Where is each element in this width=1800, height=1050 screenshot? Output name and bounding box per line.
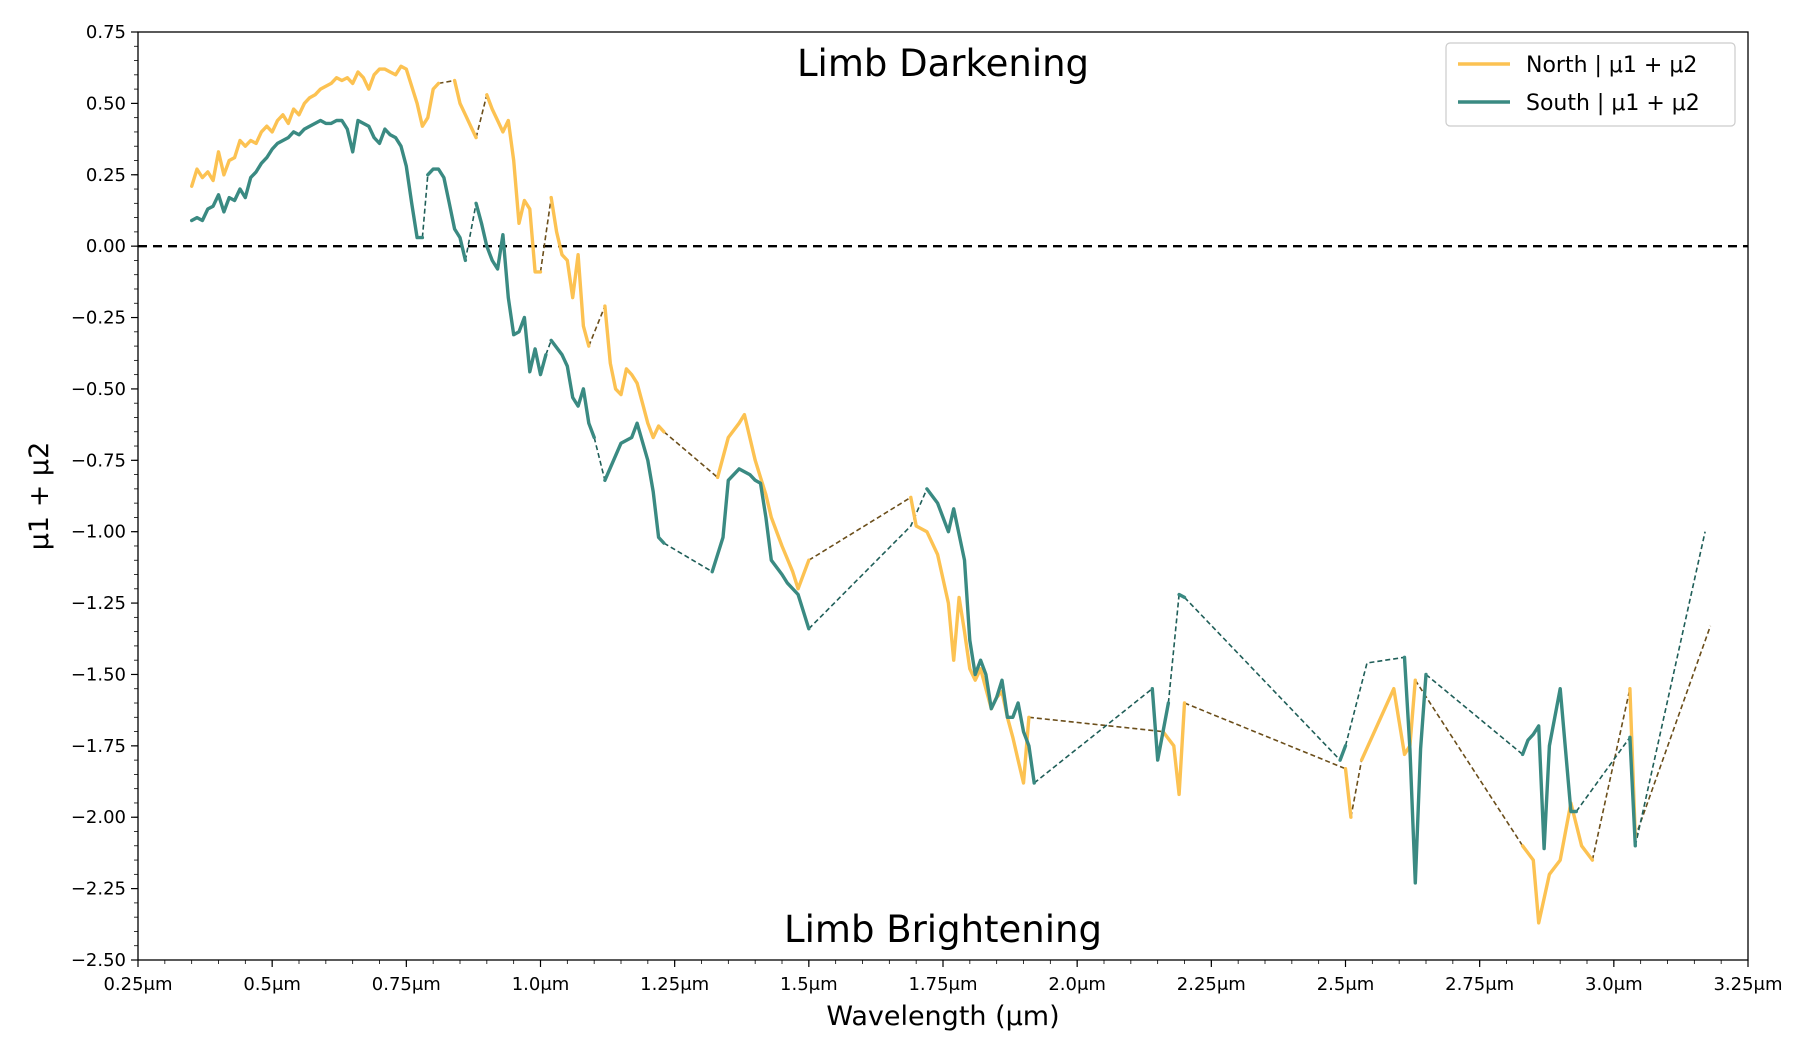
series-north-line xyxy=(1161,701,1187,797)
series-south-gap-line xyxy=(545,340,552,355)
series-north-line xyxy=(909,495,1031,785)
x-tick-label: 1.5μm xyxy=(780,974,838,995)
x-tick-label: 2.5μm xyxy=(1317,974,1375,995)
series-north-gap-line xyxy=(475,94,488,138)
series-south-gap-line xyxy=(663,542,713,573)
y-tick-label: −2.00 xyxy=(71,807,126,828)
series-lines-layer xyxy=(189,64,1638,925)
legend-label-north: North | μ1 + μ2 xyxy=(1526,53,1697,78)
series-south-line xyxy=(925,487,1036,785)
y-axis: 0.75 0.50 0.25 0.00 −0.25 −0.50 −0.75 −1.00 −1.2… xyxy=(71,22,138,971)
series-south-gap-line xyxy=(1634,531,1706,846)
series-south-line xyxy=(474,201,548,377)
series-north-gap-line xyxy=(1414,679,1524,847)
series-north-gap-line xyxy=(1634,625,1712,838)
series-south-line xyxy=(603,421,666,545)
series-north-gap-line xyxy=(438,79,455,85)
x-tick-label: 0.25μm xyxy=(103,974,172,995)
series-north-line xyxy=(189,64,441,188)
series-north-gap-line xyxy=(1184,702,1346,770)
y-tick-label: −0.25 xyxy=(71,308,126,329)
series-south-gap-line xyxy=(1575,736,1631,812)
series-north-line xyxy=(452,78,478,140)
series-north-gap-line xyxy=(539,197,552,273)
series-north-gap-line xyxy=(1028,716,1164,733)
y-tick-label: −1.75 xyxy=(71,736,126,757)
x-tick-label: 2.75μm xyxy=(1445,974,1514,995)
x-axis-title: Wavelength (μm) xyxy=(826,1001,1059,1032)
y-tick-label: 0.25 xyxy=(86,165,126,186)
y-tick-label: 0.50 xyxy=(86,93,126,114)
series-north-gap-line xyxy=(588,305,606,347)
series-north-line xyxy=(603,304,666,440)
series-south-gap-line xyxy=(421,174,429,238)
y-tick-label: −0.50 xyxy=(71,379,126,400)
series-south-line xyxy=(1520,687,1579,851)
y-tick-label: −0.75 xyxy=(71,450,126,471)
series-south-gap-line xyxy=(808,488,928,630)
x-tick-label: 1.0μm xyxy=(512,974,570,995)
x-tick-label: 0.5μm xyxy=(243,974,301,995)
legend-box xyxy=(1445,42,1736,127)
gap-lines-layer xyxy=(421,79,1712,861)
series-south-gap-line xyxy=(1425,673,1524,756)
series-south-line xyxy=(549,338,596,440)
series-north-line xyxy=(485,93,543,274)
y-tick-label: −2.50 xyxy=(71,950,126,971)
series-south-gap-line xyxy=(1344,656,1405,747)
y-tick-label: 0.75 xyxy=(86,22,126,43)
series-south-line xyxy=(1177,592,1187,600)
series-north-gap-line xyxy=(663,431,719,479)
x-tick-label: 3.25μm xyxy=(1713,974,1782,995)
series-south-gap-line xyxy=(1183,596,1341,761)
series-north-line xyxy=(549,195,591,348)
series-south-gap-line xyxy=(593,437,606,481)
y-tick-label: −1.00 xyxy=(71,522,126,543)
series-north-gap-line xyxy=(808,496,912,561)
series-north-gap-line xyxy=(1591,688,1631,861)
annotation-limb-brightening: Limb Brightening xyxy=(784,908,1102,951)
legend-label-south: South | μ1 + μ2 xyxy=(1526,91,1700,116)
series-north-gap-line xyxy=(1350,759,1363,818)
series-north-line xyxy=(1343,767,1353,819)
x-tick-label: 2.25μm xyxy=(1177,974,1246,995)
y-tick-label: 0.00 xyxy=(86,236,126,257)
y-tick-label: −1.25 xyxy=(71,593,126,614)
series-north-line xyxy=(715,412,811,591)
x-tick-label: 1.75μm xyxy=(908,974,977,995)
series-south-line xyxy=(1402,655,1428,885)
series-south-line xyxy=(1628,735,1638,848)
series-south-line xyxy=(189,118,425,240)
series-south-line xyxy=(1338,744,1348,762)
x-tick-label: 3.0μm xyxy=(1585,974,1643,995)
series-south-gap-line xyxy=(1167,594,1180,704)
series-south-line xyxy=(1150,687,1171,762)
series-north-line xyxy=(1520,801,1595,925)
series-south-gap-line xyxy=(1033,688,1153,784)
y-tick-label: −2.25 xyxy=(71,879,126,900)
y-tick-label: −1.50 xyxy=(71,664,126,685)
legend: North | μ1 + μ2 South | μ1 + μ2 xyxy=(1445,42,1736,127)
x-tick-label: 0.75μm xyxy=(372,974,441,995)
series-south-line xyxy=(426,167,468,263)
series-south-gap-line xyxy=(464,203,477,261)
y-axis-title: μ1 + μ2 xyxy=(24,442,55,551)
series-south-line xyxy=(710,467,811,631)
series-north-line xyxy=(1359,678,1418,762)
x-axis: 0.25μm 0.5μm 0.75μm 1.0μm 1.25μm 1.5μm 1.75μm 2… xyxy=(103,960,1783,995)
annotation-limb-darkening: Limb Darkening xyxy=(797,42,1089,85)
x-tick-label: 2.0μm xyxy=(1048,974,1106,995)
x-tick-label: 1.25μm xyxy=(640,974,709,995)
